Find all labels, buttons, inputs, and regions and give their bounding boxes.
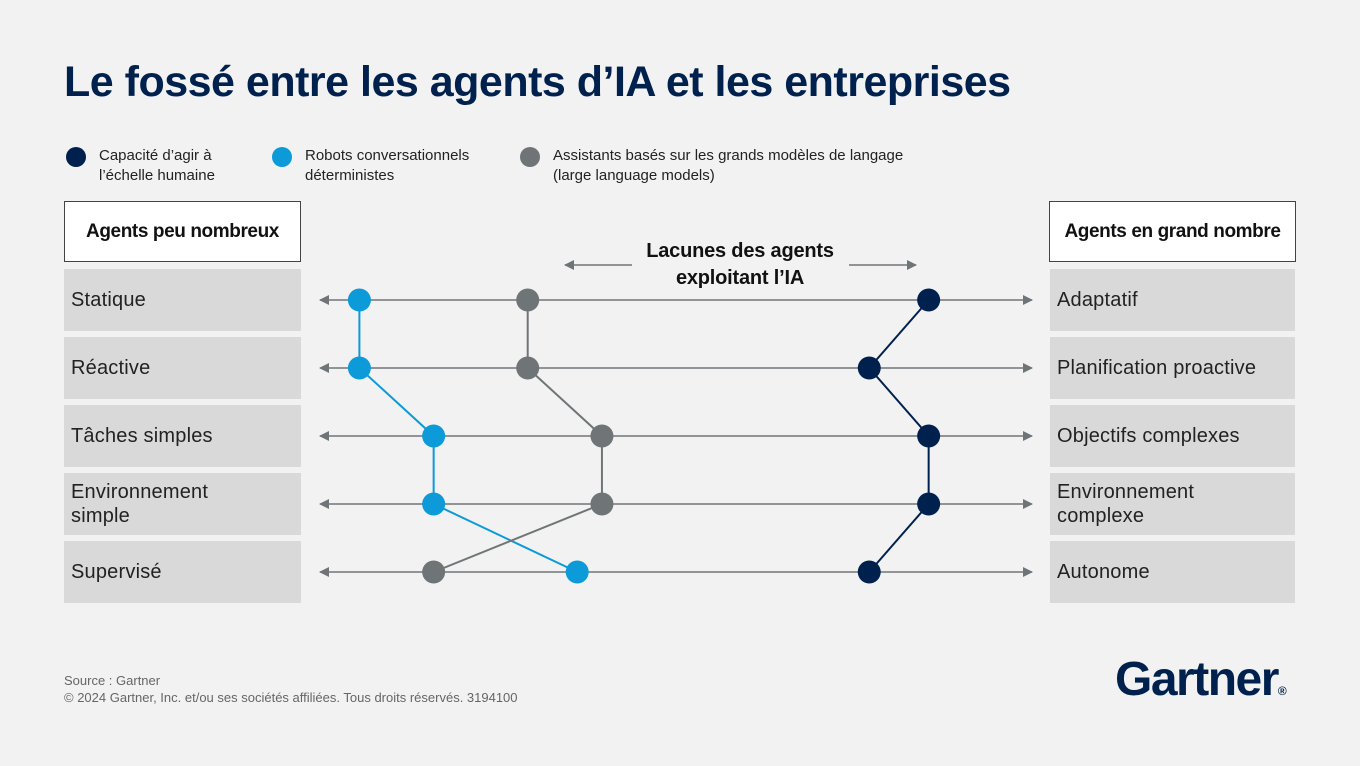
- row-label-right-adaptive: Adaptatif: [1050, 269, 1295, 331]
- row-label-right-autonomous: Autonome: [1050, 541, 1295, 603]
- human-point-3: [917, 424, 941, 448]
- llm-point-3: [590, 424, 614, 448]
- left-header: Agents peu nombreux: [64, 201, 301, 262]
- gap-label-line: Lacunes des agents: [646, 240, 834, 262]
- gartner-logo: Gartner®: [1115, 652, 1287, 707]
- registered-mark: ®: [1277, 684, 1287, 698]
- legend-label: Capacité d’agir à: [99, 147, 212, 164]
- row-label-right-complex-goals: Objectifs complexes: [1050, 405, 1295, 467]
- row-label-right-proactive: Planification proactive: [1050, 337, 1295, 399]
- legend-item-chatbots: Robots conversationnels déterministes: [272, 146, 469, 186]
- human-point-1: [917, 288, 941, 312]
- row-label-text: Réactive: [71, 357, 151, 379]
- chatbots-point-3: [422, 424, 446, 448]
- row-label-text: Statique: [71, 289, 146, 311]
- human-point-4: [917, 492, 941, 516]
- chatbots-point-4: [422, 492, 446, 516]
- series-layer: [347, 288, 941, 584]
- legend-label: Robots conversationnels: [305, 147, 470, 164]
- gartner-logo-text: Gartner: [1115, 653, 1279, 706]
- row-label-text: simple: [71, 505, 130, 527]
- chatbots-point-1: [347, 288, 371, 312]
- row-label-text: Adaptatif: [1057, 289, 1138, 311]
- row-label-left-simple-tasks: Tâches simples: [64, 405, 301, 467]
- row-label-text: Environnement: [71, 481, 209, 503]
- row-label-left-supervised: Supervisé: [64, 541, 301, 603]
- chatbots-point-2: [347, 356, 371, 380]
- legend-dot-gray: [520, 147, 540, 167]
- gap-label-line: exploitant l’IA: [675, 267, 805, 289]
- row-label-text: complexe: [1057, 505, 1145, 527]
- llm-point-1: [516, 288, 540, 312]
- chatbots-point-5: [565, 560, 589, 584]
- gap-label: Lacunes des agents exploitant l’IA: [620, 238, 860, 292]
- legend-label: Assistants basés sur les grands modèles …: [553, 147, 904, 164]
- row-label-left-simple-env: Environnement simple: [64, 473, 301, 535]
- page-title: Le fossé entre les agents d’IA et les en…: [64, 58, 1011, 106]
- row-label-text: Tâches simples: [71, 425, 213, 447]
- row-label-text: Supervisé: [71, 561, 162, 583]
- row-label-left-reactive: Réactive: [64, 337, 301, 399]
- llm-point-5: [422, 560, 446, 584]
- legend-dot-blue: [272, 147, 292, 167]
- row-label-text: Planification proactive: [1057, 357, 1257, 379]
- row-label-right-complex-env: Environnement complexe: [1050, 473, 1295, 535]
- legend-label: (large language models): [553, 167, 715, 184]
- row-label-text: Environnement: [1057, 481, 1195, 503]
- footer: Source : Gartner © 2024 Gartner, Inc. et…: [64, 672, 518, 706]
- row-label-text: Objectifs complexes: [1057, 425, 1240, 447]
- legend-dot-navy: [66, 147, 86, 167]
- human-point-2: [857, 356, 881, 380]
- llm-point-2: [516, 356, 540, 380]
- copyright-note: © 2024 Gartner, Inc. et/ou ses sociétés …: [64, 690, 518, 705]
- human-point-5: [857, 560, 881, 584]
- legend-label: déterministes: [305, 167, 395, 184]
- legend-label: l’échelle humaine: [99, 167, 215, 184]
- row-label-text: Autonome: [1057, 561, 1150, 583]
- source-note: Source : Gartner: [64, 673, 161, 688]
- right-header: Agents en grand nombre: [1049, 201, 1296, 262]
- llm-point-4: [590, 492, 614, 516]
- legend-item-human: Capacité d’agir à l’échelle humaine: [66, 146, 215, 186]
- legend-item-llm: Assistants basés sur les grands modèles …: [520, 146, 903, 186]
- row-label-left-static: Statique: [64, 269, 301, 331]
